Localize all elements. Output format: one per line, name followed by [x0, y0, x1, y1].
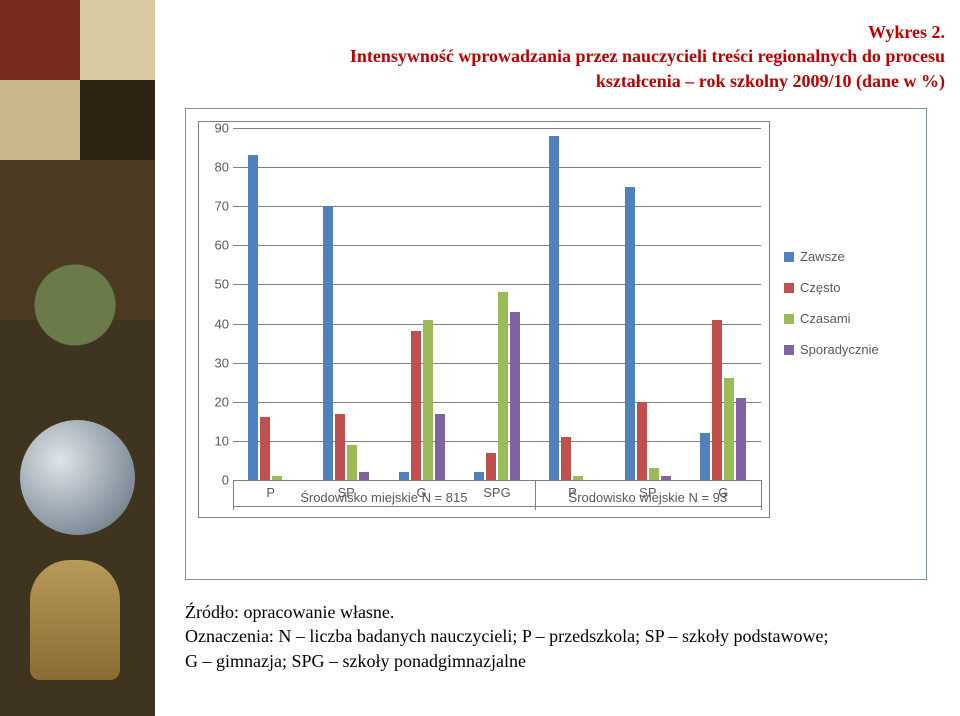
bar: [423, 320, 433, 480]
bar-group: P: [233, 128, 308, 480]
legend-item: Sporadycznie: [784, 342, 914, 357]
page: Wykres 2. Intensywność wprowadzania prze…: [0, 0, 960, 716]
legend-swatch: [784, 283, 794, 293]
bar: [411, 331, 421, 480]
bar: [561, 437, 571, 480]
legend-swatch: [784, 252, 794, 262]
footnotes: Źródło: opracowanie własne. Oznaczenia: …: [185, 600, 925, 673]
bar: [323, 206, 333, 480]
bar: [260, 417, 270, 480]
legend-item: Zawsze: [784, 249, 914, 264]
bar: [700, 433, 710, 480]
chart-frame: 0102030405060708090PSPGSPGPSPG Środowisk…: [185, 108, 927, 580]
y-tick-label: 30: [203, 355, 229, 370]
big-group-label: Środowisko miejskie N = 815: [233, 490, 535, 505]
bar: [510, 312, 520, 480]
legend-swatch: [784, 314, 794, 324]
bar: [435, 414, 445, 480]
y-tick-label: 80: [203, 160, 229, 175]
y-tick-label: 10: [203, 433, 229, 448]
bar: [712, 320, 722, 480]
plot-area: 0102030405060708090PSPGSPGPSPG: [233, 128, 761, 480]
bar-group: SP: [610, 128, 685, 480]
figure-label: Wykres 2.: [185, 20, 945, 44]
bar: [359, 472, 369, 480]
big-group-label: Środowisko wiejskie N = 93: [535, 490, 761, 505]
group-separator: [761, 480, 762, 510]
bar: [625, 187, 635, 480]
y-tick-label: 40: [203, 316, 229, 331]
title-block: Wykres 2. Intensywność wprowadzania prze…: [185, 20, 945, 93]
bar: [272, 476, 282, 480]
title-line-2: kształcenia – rok szkolny 2009/10 (dane …: [185, 69, 945, 93]
bar: [549, 136, 559, 480]
bar: [736, 398, 746, 480]
title-line-1: Intensywność wprowadzania przez nauczyci…: [185, 44, 945, 68]
bar: [661, 476, 671, 480]
y-tick-label: 90: [203, 121, 229, 136]
bar: [399, 472, 409, 480]
bar: [724, 378, 734, 480]
legend-label: Czasami: [800, 311, 851, 326]
y-tick-label: 0: [203, 473, 229, 488]
bar-group: P: [535, 128, 610, 480]
legend: Zawsze Często Czasami Sporadycznie: [784, 249, 914, 373]
bar: [637, 402, 647, 480]
plot-outer-border: 0102030405060708090PSPGSPGPSPG Środowisk…: [198, 121, 770, 518]
bar: [649, 468, 659, 480]
legend-note-2: G – gimnazja; SPG – szkoły ponadgimnazja…: [185, 649, 925, 673]
y-tick-label: 60: [203, 238, 229, 253]
decorative-side-image: [0, 0, 155, 716]
legend-swatch: [784, 345, 794, 355]
bar-group: SPG: [459, 128, 534, 480]
bar: [248, 155, 258, 480]
legend-label: Często: [800, 280, 840, 295]
legend-note-1: Oznaczenia: N – liczba badanych nauczyci…: [185, 624, 925, 648]
content-area: Wykres 2. Intensywność wprowadzania prze…: [155, 0, 960, 716]
y-tick-label: 50: [203, 277, 229, 292]
legend-label: Zawsze: [800, 249, 845, 264]
group-baseline: [233, 506, 761, 507]
bar: [347, 445, 357, 480]
bar: [486, 453, 496, 480]
legend-item: Czasami: [784, 311, 914, 326]
bar: [335, 414, 345, 480]
bar: [474, 472, 484, 480]
gridline: [233, 480, 761, 481]
y-tick-label: 20: [203, 394, 229, 409]
bar: [573, 476, 583, 480]
bar-group: SP: [308, 128, 383, 480]
bar: [498, 292, 508, 480]
bar-group: G: [686, 128, 761, 480]
legend-item: Często: [784, 280, 914, 295]
y-tick-label: 70: [203, 199, 229, 214]
source-note: Źródło: opracowanie własne.: [185, 600, 925, 624]
legend-label: Sporadycznie: [800, 342, 879, 357]
bar-group: G: [384, 128, 459, 480]
